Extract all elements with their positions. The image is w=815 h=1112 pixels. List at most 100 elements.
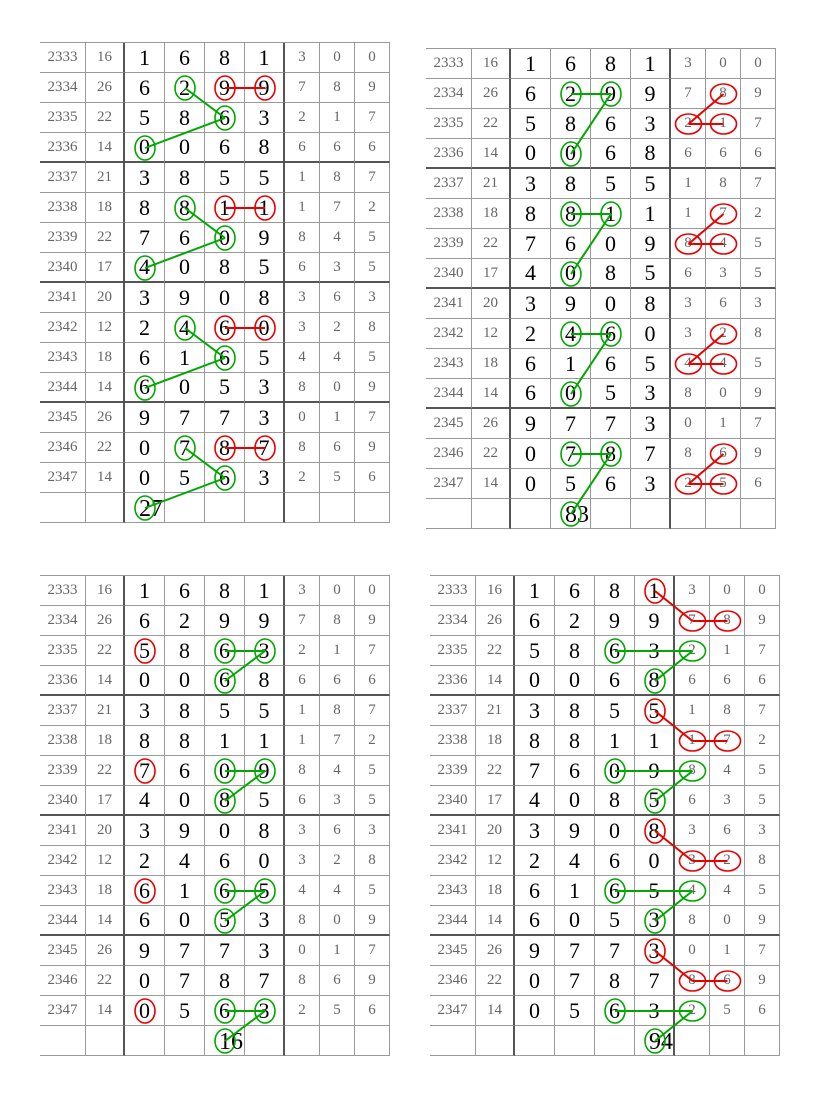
small-digit-cell: 8 — [671, 379, 706, 409]
small-digit-cell: 6 — [285, 253, 320, 283]
digit-cell: 9 — [515, 936, 555, 966]
empty-cell — [245, 1026, 285, 1056]
empty-cell — [245, 493, 285, 523]
small-digit-cell: 3 — [710, 786, 745, 816]
digit-cell: 9 — [551, 289, 591, 319]
digit-cell: 3 — [125, 696, 165, 726]
small-digit-cell: 8 — [706, 169, 741, 199]
sum-cell: 22 — [86, 636, 125, 666]
digit-cell: 3 — [635, 636, 675, 666]
digit-cell: 6 — [515, 876, 555, 906]
empty-cell — [511, 499, 551, 529]
sum-cell: 21 — [476, 696, 515, 726]
digit-cell: 5 — [205, 696, 245, 726]
digit-cell: 8 — [551, 169, 591, 199]
digit-cell: 7 — [635, 966, 675, 996]
digit-cell: 3 — [245, 403, 285, 433]
small-digit-cell: 8 — [320, 606, 355, 636]
small-digit-cell: 7 — [745, 936, 780, 966]
small-digit-cell: 5 — [741, 229, 776, 259]
digit-cell: 3 — [511, 169, 551, 199]
period-cell: 2336 — [40, 666, 86, 696]
digit-cell: 0 — [595, 756, 635, 786]
period-cell: 2334 — [430, 606, 476, 636]
digit-cell: 3 — [245, 936, 285, 966]
period-cell: 2341 — [40, 283, 86, 313]
digit-cell: 3 — [245, 103, 285, 133]
empty-cell — [426, 499, 472, 529]
panel-bottom-right: 2333 16 1 6 8 1 3 0 0 2334 26 6 2 9 9 7 8 9 2335 22 5 8 6 3 2 1 7 2… — [430, 575, 780, 1056]
digit-cell: 8 — [165, 193, 205, 223]
empty-cell — [745, 1026, 780, 1056]
digit-cell: 7 — [551, 439, 591, 469]
sum-cell: 14 — [476, 996, 515, 1026]
small-digit-cell: 1 — [285, 726, 320, 756]
digit-cell: 5 — [245, 786, 285, 816]
digit-cell: 8 — [205, 433, 245, 463]
digit-cell: 6 — [205, 876, 245, 906]
digit-cell: 8 — [595, 786, 635, 816]
digit-cell: 1 — [511, 49, 551, 79]
period-cell: 2345 — [426, 409, 472, 439]
digit-cell: 9 — [205, 606, 245, 636]
digit-cell: 9 — [245, 73, 285, 103]
digit-cell: 5 — [245, 696, 285, 726]
digit-cell: 0 — [125, 666, 165, 696]
small-digit-cell: 8 — [741, 319, 776, 349]
digit-cell: 1 — [245, 726, 285, 756]
empty-cell — [515, 1026, 555, 1056]
digit-cell: 0 — [125, 133, 165, 163]
sum-cell: 26 — [86, 73, 125, 103]
small-digit-cell: 5 — [355, 786, 390, 816]
digit-cell: 9 — [635, 756, 675, 786]
sum-cell: 20 — [86, 816, 125, 846]
small-digit-cell: 5 — [745, 786, 780, 816]
period-cell: 2333 — [40, 576, 86, 606]
empty-cell — [591, 499, 631, 529]
sum-cell: 22 — [86, 966, 125, 996]
small-digit-cell: 9 — [741, 379, 776, 409]
sum-cell: 14 — [86, 373, 125, 403]
period-cell: 2344 — [430, 906, 476, 936]
digit-cell: 1 — [125, 576, 165, 606]
digit-cell: 8 — [555, 726, 595, 756]
empty-cell — [285, 493, 320, 523]
small-digit-cell: 1 — [285, 696, 320, 726]
empty-cell — [706, 499, 741, 529]
sum-cell: 26 — [476, 936, 515, 966]
digit-cell: 8 — [205, 966, 245, 996]
small-digit-cell: 5 — [355, 253, 390, 283]
small-digit-cell: 8 — [320, 73, 355, 103]
small-digit-cell: 6 — [285, 133, 320, 163]
digit-cell: 8 — [245, 666, 285, 696]
digit-cell: 6 — [125, 73, 165, 103]
small-digit-cell: 6 — [671, 139, 706, 169]
small-digit-cell: 0 — [320, 373, 355, 403]
small-digit-cell: 6 — [675, 666, 710, 696]
digit-cell: 6 — [125, 343, 165, 373]
digit-cell: 9 — [631, 79, 671, 109]
period-cell: 2346 — [40, 433, 86, 463]
small-digit-cell: 6 — [706, 289, 741, 319]
sum-cell: 22 — [476, 756, 515, 786]
small-digit-cell: 5 — [741, 259, 776, 289]
digit-cell: 3 — [245, 636, 285, 666]
digit-cell: 5 — [245, 343, 285, 373]
digit-cell: 8 — [631, 139, 671, 169]
small-digit-cell: 7 — [741, 169, 776, 199]
small-digit-cell: 0 — [741, 49, 776, 79]
digit-cell: 6 — [205, 463, 245, 493]
prediction-value: 83 — [565, 502, 589, 528]
digit-cell: 6 — [555, 576, 595, 606]
digit-cell: 6 — [205, 996, 245, 1026]
digit-cell: 5 — [635, 786, 675, 816]
sum-cell: 16 — [472, 49, 511, 79]
sum-cell: 20 — [472, 289, 511, 319]
digit-cell: 8 — [125, 193, 165, 223]
digit-cell: 3 — [515, 696, 555, 726]
digit-cell: 3 — [245, 373, 285, 403]
digit-cell: 3 — [631, 469, 671, 499]
small-digit-cell: 5 — [706, 469, 741, 499]
digit-cell: 8 — [635, 666, 675, 696]
small-digit-cell: 7 — [706, 199, 741, 229]
